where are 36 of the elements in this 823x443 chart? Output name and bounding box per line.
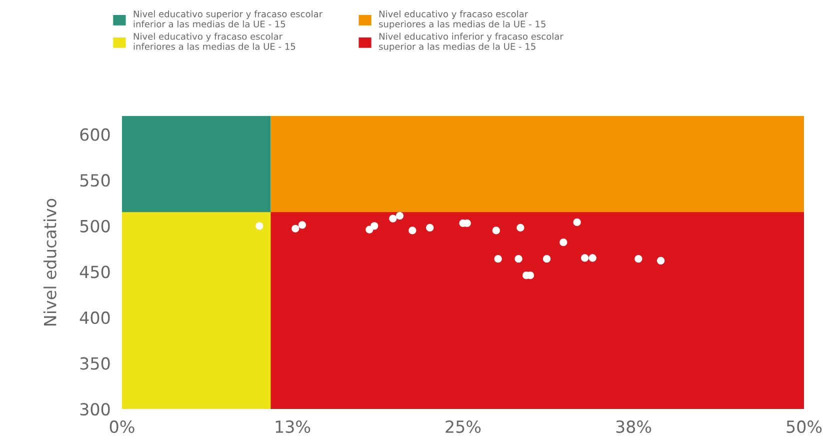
point xyxy=(370,222,378,230)
point xyxy=(581,254,589,262)
point xyxy=(298,221,306,229)
y-tick-label: 500 xyxy=(80,220,110,232)
point xyxy=(516,224,524,232)
y-tick-label: 300 xyxy=(80,402,110,416)
y-axis-title: Nivel educativo xyxy=(44,198,56,326)
point xyxy=(514,255,522,263)
point xyxy=(292,224,300,232)
y-tick-label: 550 xyxy=(80,174,110,187)
y-tick-label: 600 xyxy=(80,128,110,141)
point xyxy=(492,226,500,234)
point xyxy=(588,254,596,262)
legend-label: Nivel educativo superior y fracaso escolar inferior a las medias de la UE - 15 xyxy=(134,10,323,28)
point xyxy=(396,212,404,220)
point xyxy=(256,222,264,230)
y-tick-label: 400 xyxy=(80,311,110,324)
point xyxy=(426,224,434,232)
point xyxy=(634,255,642,263)
x-tick-label: 38% xyxy=(616,420,652,434)
point xyxy=(408,226,416,234)
point xyxy=(560,238,568,246)
point xyxy=(389,214,397,222)
point xyxy=(656,256,665,264)
x-tick-label: 13% xyxy=(276,420,310,434)
point xyxy=(494,255,502,263)
x-tick-label: 50% xyxy=(786,420,822,434)
legend-label: Nivel educativo y fracaso escolar inferiores a las medias de la UE - 15 xyxy=(134,32,296,50)
point xyxy=(542,255,551,263)
x-tick-label: 25% xyxy=(446,420,481,434)
legend-label: Nivel educativo inferior y fracaso escolar superior a las medias de la UE - 15 xyxy=(379,32,564,52)
y-tick-label: 450 xyxy=(80,266,110,278)
y-tick-label: 350 xyxy=(80,357,110,370)
legend-label: Nivel educativo y fracaso escolar superiores a las medias de la UE - 15 xyxy=(379,10,546,30)
x-tick-label: 0% xyxy=(110,420,134,434)
point xyxy=(573,218,581,226)
